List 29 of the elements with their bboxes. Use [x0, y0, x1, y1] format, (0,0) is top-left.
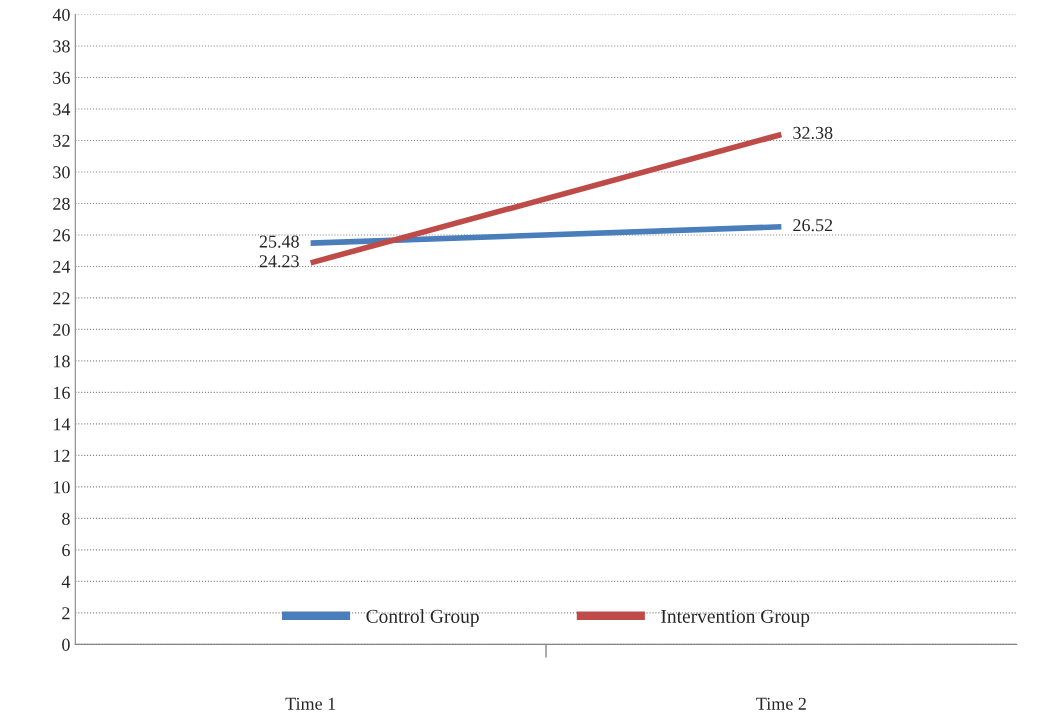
- y-tick-label: 32: [53, 134, 70, 147]
- y-tick-label: 34: [53, 103, 71, 116]
- y-tick-label: 18: [53, 355, 70, 368]
- legend-label: Intervention Group: [661, 609, 810, 627]
- y-tick-label: 2: [62, 607, 70, 620]
- y-tick-label: 14: [53, 418, 71, 431]
- y-tick-label: 4: [61, 575, 71, 588]
- y-tick-label: 0: [62, 638, 70, 651]
- y-tick-label: 30: [53, 166, 70, 179]
- y-tick-label: 8: [62, 512, 70, 525]
- y-tick-label: 10: [53, 481, 70, 494]
- y-tick-label: 36: [53, 71, 70, 84]
- y-tick-label: 38: [53, 40, 70, 53]
- x-tick-label: Time 1: [285, 697, 336, 710]
- y-tick-label: 20: [53, 323, 70, 336]
- data-label: 26.52: [793, 219, 833, 232]
- y-tick-label: 16: [53, 386, 70, 399]
- y-tick-label: 22: [53, 292, 70, 305]
- y-tick-label: 24: [53, 260, 71, 273]
- y-tick-label: 28: [53, 197, 70, 210]
- y-tick-label: 12: [53, 449, 70, 462]
- legend-label: Control Group: [366, 609, 479, 627]
- data-label: 32.38: [793, 126, 833, 140]
- data-label: 25.48: [259, 235, 299, 248]
- y-tick-label: 26: [53, 229, 70, 242]
- y-tick-label: 40: [52, 8, 70, 21]
- x-tick-label: Time 2: [756, 697, 806, 710]
- data-label: 24.23: [259, 255, 299, 268]
- y-tick-label: 6: [62, 544, 70, 557]
